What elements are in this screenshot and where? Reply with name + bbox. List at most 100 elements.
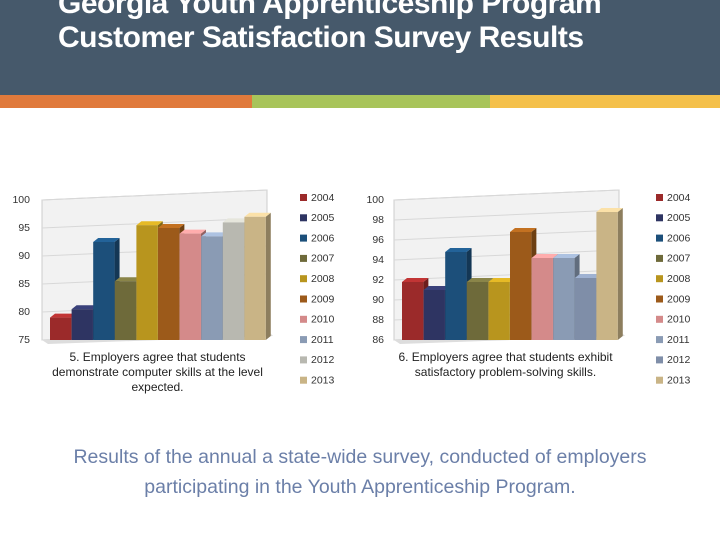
y-tick-label: 96 [372, 234, 384, 246]
bar [136, 225, 158, 340]
bar [510, 232, 532, 340]
bar [531, 258, 553, 340]
legend-swatch [300, 214, 307, 222]
bar-top [531, 254, 558, 258]
legend-label: 2004 [667, 192, 691, 204]
grid-line [393, 249, 620, 261]
legend-label: 2005 [311, 212, 335, 224]
slide-title: Georgia Youth Apprenticeship Program Cus… [58, 0, 602, 54]
grid-line [393, 189, 620, 201]
bar [466, 282, 489, 340]
legend-swatch [300, 254, 307, 262]
legend-swatch [300, 336, 307, 344]
grid-line [393, 229, 620, 241]
bar-top [201, 232, 228, 237]
bar-top [596, 208, 623, 212]
bar-top [136, 221, 163, 226]
grid-line [41, 189, 268, 201]
grid-line [393, 209, 620, 221]
y-tick-label: 100 [366, 194, 384, 206]
y-tick-label: 90 [372, 294, 384, 306]
bar-top [50, 313, 77, 318]
legend-swatch [656, 376, 663, 384]
legend-label: 2009 [311, 293, 335, 305]
bar-side [265, 212, 271, 340]
legend-label: 2013 [311, 374, 335, 386]
bar [445, 252, 467, 340]
legend-label: 2011 [667, 334, 690, 346]
bar [114, 281, 137, 340]
caption: Results of the annual a state-wide surve… [73, 446, 647, 498]
legend-label: 2008 [667, 273, 691, 285]
bar-side [617, 208, 623, 340]
legend-label: 2009 [667, 293, 691, 305]
bar-top [466, 278, 494, 282]
legend-swatch [656, 254, 663, 262]
legend-label: 2005 [667, 212, 691, 224]
legend-swatch [656, 234, 663, 242]
legend-swatch [656, 214, 663, 222]
legend-swatch [300, 315, 307, 323]
y-tick-label: 100 [12, 194, 30, 206]
bar-top [445, 248, 472, 252]
y-tick-label: 75 [18, 334, 30, 346]
strip [252, 95, 490, 108]
bar [201, 236, 223, 340]
legend-label: 2006 [667, 232, 691, 244]
legend-swatch [656, 356, 663, 364]
y-tick-label: 94 [372, 254, 384, 266]
chart-title: 5. Employers agree that students demonst… [52, 350, 263, 394]
legend-label: 2008 [311, 273, 335, 285]
bar-top [402, 278, 429, 282]
bar-top [488, 278, 515, 282]
legend-label: 2012 [667, 354, 691, 366]
legend-label: 2013 [667, 374, 691, 386]
legend-swatch [656, 295, 663, 303]
grid-line [393, 269, 620, 281]
bar [402, 282, 424, 340]
legend-swatch [300, 194, 307, 201]
legend-label: 2007 [311, 253, 335, 265]
y-tick-label: 86 [372, 334, 384, 346]
bar [50, 317, 72, 340]
legend-label: 2004 [311, 192, 335, 204]
legend-swatch [656, 275, 663, 283]
strip [490, 95, 720, 108]
chart-title: 6. Employers agree that students exhibit… [398, 350, 613, 379]
bar-top [222, 218, 250, 223]
bar [553, 258, 575, 340]
bar-top [93, 238, 120, 242]
y-tick-label: 98 [372, 214, 384, 226]
bar [574, 278, 597, 340]
legend-swatch [656, 315, 663, 323]
legend-label: 2012 [311, 354, 335, 366]
legend-swatch [656, 194, 663, 201]
legend-label: 2007 [667, 253, 691, 265]
legend-swatch [300, 275, 307, 283]
bar-top [71, 305, 98, 310]
bar [596, 212, 618, 340]
y-tick-label: 92 [372, 274, 384, 286]
legend-label: 2010 [667, 314, 691, 326]
bar [93, 242, 115, 340]
bar-top [553, 254, 580, 258]
header-band [0, 0, 720, 95]
bar [179, 233, 201, 340]
bar-top [244, 212, 271, 217]
bar-top [510, 228, 537, 232]
bar [488, 282, 510, 340]
bar-top [158, 224, 185, 228]
legend-label: 2011 [311, 334, 334, 346]
bar [71, 309, 93, 340]
y-tick-label: 80 [18, 306, 30, 318]
legend-label: 2010 [311, 314, 335, 326]
y-tick-label: 95 [18, 222, 30, 234]
y-tick-label: 88 [372, 314, 384, 326]
bar [158, 228, 180, 340]
y-tick-label: 90 [18, 250, 30, 262]
legend-swatch [300, 295, 307, 303]
legend-swatch [656, 336, 663, 344]
legend-swatch [300, 234, 307, 242]
